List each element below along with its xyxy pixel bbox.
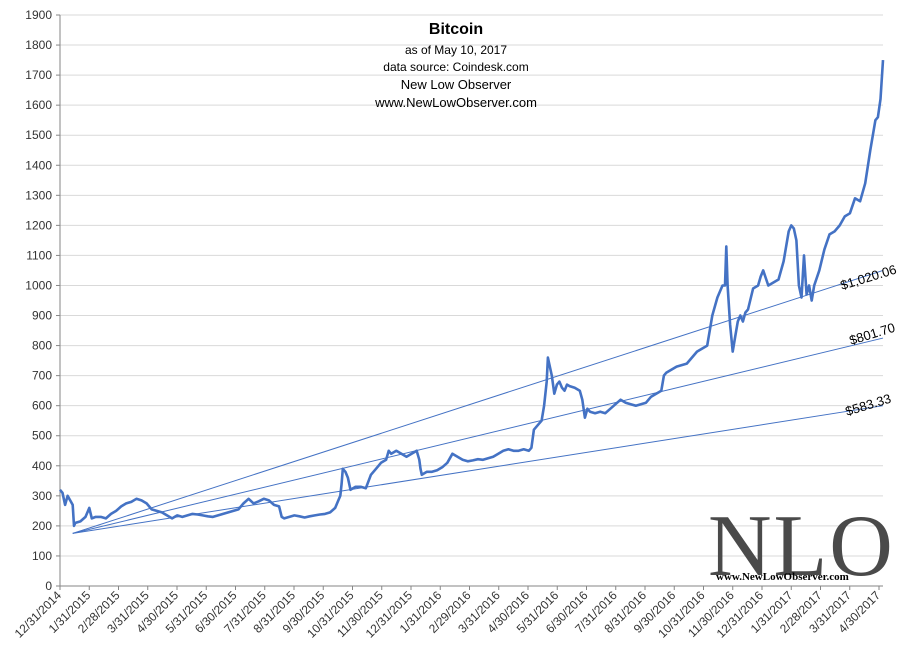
- y-tick-label: 700: [32, 369, 52, 383]
- watermark-url: www.NewLowObserver.com: [716, 571, 849, 583]
- y-tick-label: 1400: [25, 158, 52, 172]
- y-tick-label: 600: [32, 399, 52, 413]
- price-series-line-0: [59, 60, 885, 528]
- chart-subtitle: as of May 10, 2017: [405, 43, 507, 57]
- chart-title-block: Bitcoin as of May 10, 2017 data source: …: [374, 21, 537, 110]
- trendline-1: [72, 337, 884, 534]
- y-tick-label: 1900: [25, 8, 52, 22]
- y-tick-label: 400: [32, 459, 52, 473]
- y-tick-label: 800: [32, 339, 52, 353]
- chart-website: www.NewLowObserver.com: [374, 95, 537, 110]
- y-tick-label: 1600: [25, 98, 52, 112]
- y-tick-label: 300: [32, 489, 52, 503]
- y-tick-label: 1000: [25, 278, 52, 292]
- y-tick-label: 1700: [25, 68, 52, 82]
- y-tick-label: 100: [32, 549, 52, 563]
- y-tick-label: 1800: [25, 38, 52, 52]
- trendline-0: [72, 269, 884, 534]
- watermark: NLO www.NewLowObserver.com: [708, 498, 895, 595]
- y-tick-label: 1300: [25, 188, 52, 202]
- chart-source: data source: Coindesk.com: [383, 60, 528, 74]
- y-tick-label: 1200: [25, 218, 52, 232]
- chart-title: Bitcoin: [429, 21, 483, 38]
- y-axis-ticks: 0 100 200 300 400 500 600 700 800 900 1000 1100 1200…: [25, 8, 60, 593]
- gridlines: [60, 14, 883, 587]
- y-tick-label: 500: [32, 429, 52, 443]
- y-tick-label: 0: [45, 579, 52, 593]
- y-tick-label: 1100: [26, 248, 52, 262]
- y-tick-label: 900: [32, 309, 52, 323]
- chart-author: New Low Observer: [401, 77, 512, 92]
- watermark-logo: NLO: [708, 498, 895, 595]
- y-tick-label: 200: [32, 519, 52, 533]
- trendline-2: [72, 405, 884, 534]
- y-tick-label: 1500: [25, 128, 52, 142]
- series-group: [59, 60, 885, 528]
